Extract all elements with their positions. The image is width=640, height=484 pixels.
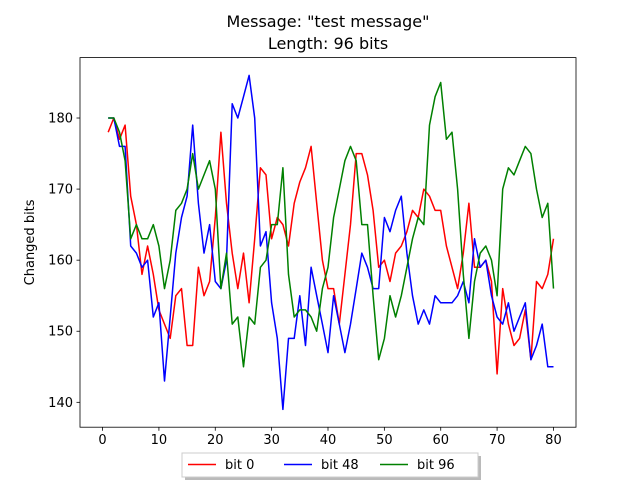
x-tick-label: 40 — [320, 433, 337, 448]
x-tick-label: 10 — [151, 433, 168, 448]
y-tick-label: 160 — [48, 254, 73, 269]
x-tick-label: 0 — [98, 433, 106, 448]
y-tick-label: 140 — [48, 396, 73, 411]
legend-box — [181, 452, 479, 478]
x-axis-ticks: 0 10 20 30 40 50 60 70 80 — [98, 427, 562, 448]
y-tick-label: 170 — [48, 183, 73, 198]
y-axis-ticks: 140 150 160 170 180 — [48, 112, 80, 411]
series-line-bit-96 — [108, 81, 555, 368]
x-tick-label: 30 — [263, 433, 280, 448]
legend-label-bit-0: bit 0 — [225, 458, 254, 473]
series-layer — [107, 74, 555, 411]
x-tick-label: 50 — [376, 433, 393, 448]
x-tick-label: 20 — [207, 433, 224, 448]
chart-title-line2: Length: 96 bits — [268, 34, 388, 53]
series-line-bit-48 — [108, 74, 554, 411]
legend-label-bit-96: bit 96 — [417, 458, 455, 473]
x-tick-label: 60 — [432, 433, 449, 448]
chart-title-line1: Message: "test message" — [226, 12, 429, 31]
y-tick-label: 150 — [48, 325, 73, 340]
chart-legend: bit 0 bit 48 bit 96 — [181, 452, 481, 480]
plot-frame — [79, 57, 577, 428]
y-axis-label: Changed bits — [23, 199, 38, 285]
series-line-bit-0 — [107, 117, 555, 375]
legend-label-bit-48: bit 48 — [321, 458, 359, 473]
y-tick-label: 180 — [48, 112, 73, 127]
x-tick-label: 70 — [489, 433, 506, 448]
x-tick-label: 80 — [545, 433, 562, 448]
